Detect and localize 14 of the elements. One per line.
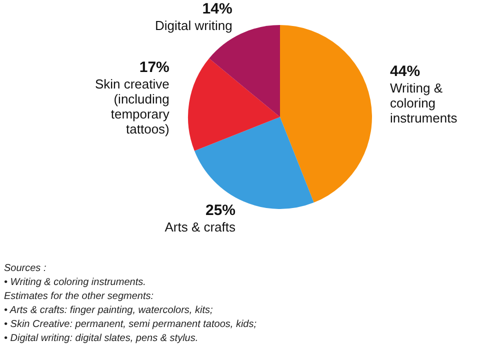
slice-label: Digital writing [155, 18, 232, 34]
slice-label: Skin creative (including temporary tattoos) [94, 76, 170, 137]
slice-label: Arts & crafts [164, 219, 236, 234]
slice-label: Writing & coloring instruments [390, 80, 458, 126]
text: • Writing & coloring instruments. [4, 276, 147, 290]
text: Estimates for the other segments: [4, 290, 155, 304]
data-label: 25% [205, 202, 236, 219]
data-label: 44% [390, 63, 420, 80]
source-note: Sources : [4, 262, 48, 276]
data-label: 14% [202, 0, 232, 18]
data-label: 17% [139, 59, 170, 76]
text: • Skin Creative: permanent, semi permanent tatoos, kids; [4, 318, 257, 332]
text: • Digital writing: digital slates, pens & stylus. [4, 332, 200, 346]
text: • Arts & crafts: finger painting, watercolors, kits; [4, 304, 214, 318]
